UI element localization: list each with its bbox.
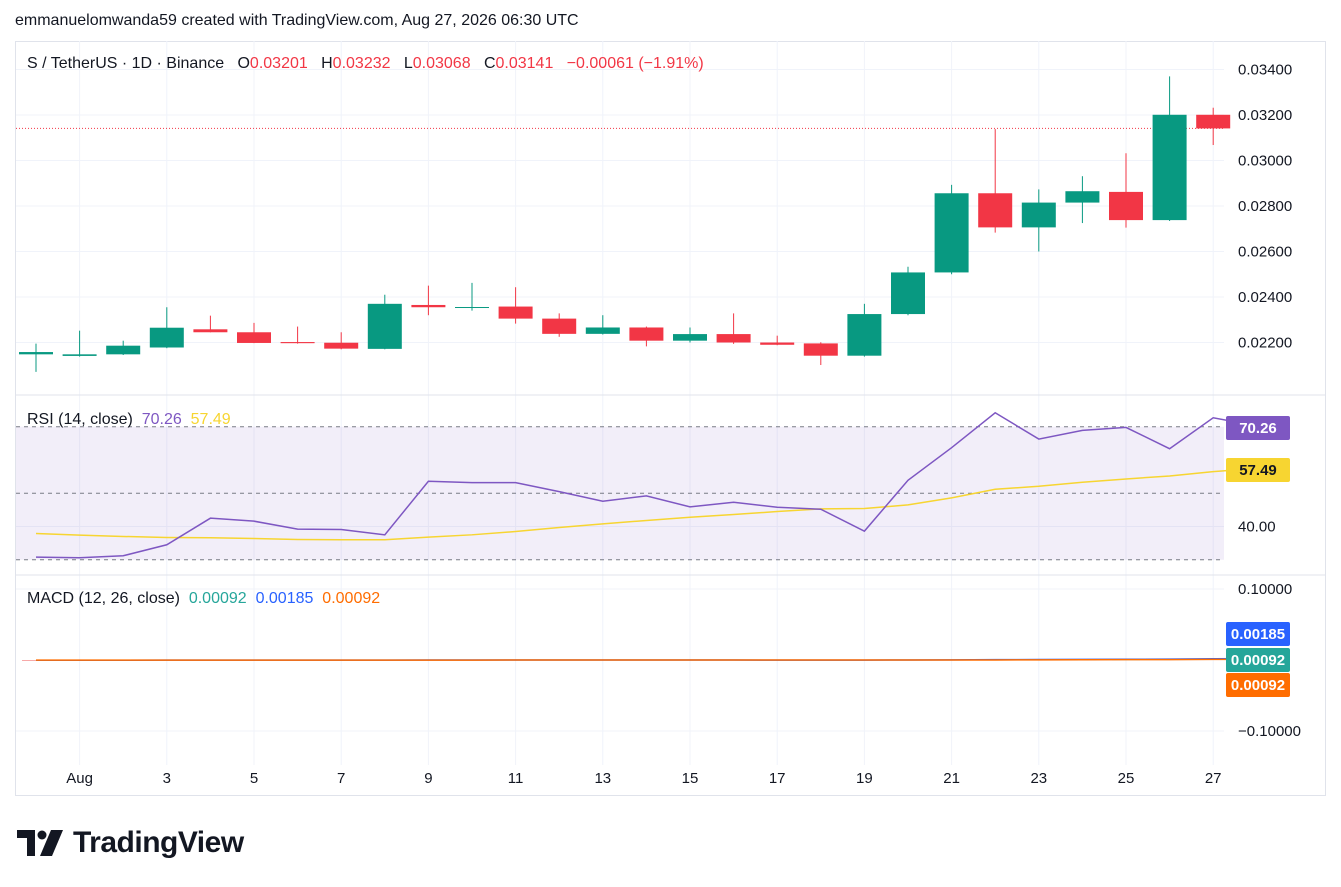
signal-legend-value: 0.00092 [322,590,381,607]
x-tick-label: 15 [682,770,699,787]
chart-attribution: emmanuelomwanda59 created with TradingVi… [15,12,579,29]
candle-body [891,272,925,315]
candle-body [1109,191,1143,221]
rsi-ma-line [35,467,1257,541]
close-value: 0.03141 [495,55,554,72]
candle-body [62,354,97,356]
x-tick-label: 9 [424,770,432,787]
symbol-label: S / TetherUS · 1D · Binance [27,55,225,72]
rsi-band [16,426,1224,561]
main-legend: S / TetherUS · 1D · Binance O0.03201 H0.… [27,55,704,73]
x-tick-label: 23 [1030,770,1047,787]
y-tick-label: 0.02400 [1238,289,1292,306]
low-value: 0.03068 [412,55,471,72]
tradingview-logo: TradingView [17,826,244,860]
candle-body [978,193,1013,228]
signal-line [35,658,1257,661]
macd-badge: 0.00185 [1231,626,1285,643]
candlestick-series [19,76,1231,372]
candle-body [1152,114,1187,221]
rsi-legend-label: RSI (14, close) [27,411,133,428]
hist-badge: 0.00092 [1231,652,1285,669]
candle-body [367,303,402,349]
x-tick-label: 13 [594,770,611,787]
candle-body [455,307,489,309]
grid-lines [16,41,1325,765]
hist-badge-bg [1226,648,1290,672]
open-value: 0.03201 [249,55,308,72]
candle-body [934,193,969,273]
rsi-ma-badge: 57.49 [1239,462,1277,479]
rsi-badge-bg [1226,416,1290,440]
tradingview-wordmark: TradingView [73,826,244,859]
rsi-ma-legend-value: 57.49 [190,411,231,428]
candle-body [280,342,315,344]
x-tick-label: Aug [66,770,93,787]
candle-body [1065,191,1100,203]
signal-badge-bg [1226,673,1290,697]
y-tick-label: 0.03000 [1238,153,1292,170]
y-tick-label: 0.03200 [1238,107,1292,124]
low-label: L [403,55,413,72]
rsi-legend: RSI (14, close) 70.26 57.49 [27,411,231,429]
x-tick-label: 7 [337,770,345,787]
x-tick-label: 19 [856,770,873,787]
macd-tick-label: 0.10000 [1238,581,1292,598]
candle-body [760,342,795,345]
x-tick-label: 27 [1205,770,1222,787]
candle-body [498,306,533,319]
candle-body [585,327,620,334]
rsi-badge: 70.26 [1239,420,1277,437]
macd-legend: MACD (12, 26, close) 0.00092 0.00185 0.0… [27,590,380,608]
rsi-tick-label: 40.00 [1238,519,1276,536]
candle-body [716,334,751,343]
candle-body [324,342,359,349]
x-tick-label: 5 [250,770,258,787]
candle-body [411,304,446,308]
x-tick-label: 11 [508,770,524,787]
x-tick-label: 21 [943,770,960,787]
candle-body [629,327,664,341]
macd-tick-label: −0.10000 [1238,723,1301,740]
high-value: 0.03232 [332,55,391,72]
rsi-ma-badge-bg [1226,458,1290,482]
macd-lines [22,657,1271,661]
signal-badge: 0.00092 [1231,677,1285,694]
change-value: −0.00061 (−1.91%) [566,55,704,72]
close-label: C [483,55,496,72]
candle-body [542,318,577,334]
chart-frame [15,41,1326,796]
x-tick-label: 17 [769,770,786,787]
candle-body [193,329,228,333]
axis-labels: Aug 3 5 7 9 11 13 15 17 19 21 23 25 27 0.03400 0.03200 0… [66,62,1301,788]
y-tick-label: 0.02600 [1238,244,1292,261]
macd-legend-label: MACD (12, 26, close) [27,590,180,607]
y-tick-label: 0.03400 [1238,62,1292,79]
candle-body [847,314,882,356]
rsi-line [35,411,1257,559]
candle-body [803,343,838,356]
y-tick-label: 0.02800 [1238,198,1292,215]
candle-body [1021,202,1056,228]
price-badges: 70.26 57.49 0.00185 0.00092 0.00092 [1226,416,1290,697]
candle-body [237,332,271,343]
candle-body [1196,114,1231,129]
candle-body [673,334,707,341]
candle-body [149,327,184,348]
candle-body [19,352,53,355]
rsi-legend-value: 70.26 [141,411,182,428]
rsi-lines [35,411,1257,559]
macd-badge-bg [1226,622,1290,646]
tradingview-logo-icon [17,830,63,856]
high-label: H [321,55,333,72]
x-tick-label: 25 [1118,770,1135,787]
candle-body [106,345,141,355]
x-tick-label: 3 [163,770,171,787]
hist-legend-value: 0.00092 [188,590,247,607]
y-tick-label: 0.02200 [1238,335,1292,352]
macd-legend-value: 0.00185 [255,590,314,607]
open-label: O [237,55,250,72]
